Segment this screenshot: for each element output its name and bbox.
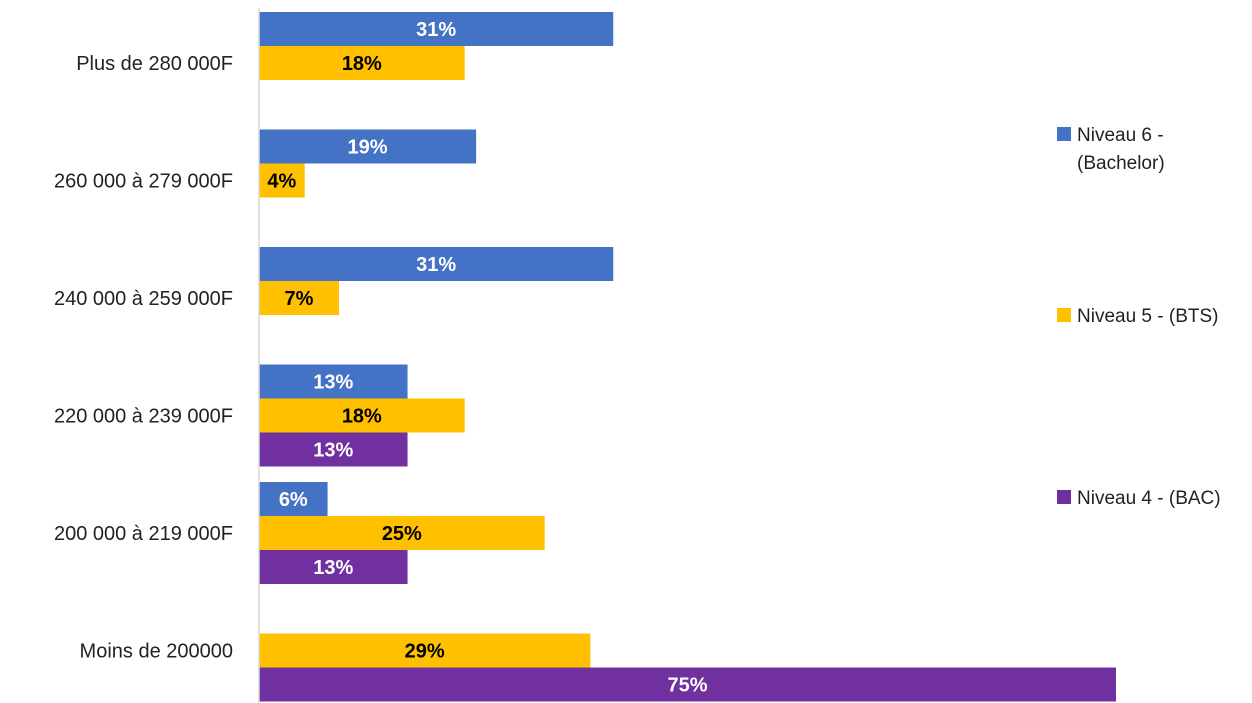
legend-label-niveau-4-bac: Niveau 4 - (BAC) — [1077, 488, 1221, 509]
bar-niveau-5-bts-200-000-a-219-000f — [259, 516, 545, 550]
bar-niveau-6-bachelor-200-000-a-219-000f — [259, 482, 328, 516]
legend-swatch-niveau-5-bts — [1057, 308, 1071, 322]
value-label-niveau-4-bac-moins-de-200000: 75% — [667, 675, 707, 697]
bar-niveau-4-bac-200-000-a-219-000f — [259, 550, 408, 584]
value-label-niveau-5-bts-240-000-a-259-000f: 7% — [285, 288, 314, 310]
bar-niveau-5-bts-220-000-a-239-000f — [259, 398, 465, 433]
legend-swatch-niveau-4-bac — [1057, 490, 1071, 504]
value-label-niveau-5-bts-260-000-a-279-000f: 4% — [267, 171, 296, 193]
legend-label-niveau-6-bachelor: Niveau 6 -(Bachelor) — [1077, 125, 1165, 174]
bar-niveau-5-bts-moins-de-200000 — [259, 633, 591, 668]
legend: Niveau 6 -(Bachelor) Niveau 5 - (BTS) Nive… — [1057, 125, 1221, 509]
bar-niveau-4-bac-220-000-a-239-000f — [259, 432, 408, 467]
value-label-niveau-5-bts-220-000-a-239-000f: 18% — [342, 406, 382, 428]
bar-niveau-5-bts-260-000-a-279-000f — [259, 163, 305, 198]
category-label-200-000-a-219-000f: 200 000 à 219 000F — [54, 523, 233, 545]
bar-niveau-5-bts-plus-de-280-000f — [259, 46, 465, 80]
value-label-niveau-5-bts-plus-de-280-000f: 18% — [342, 53, 382, 75]
category-labels: Plus de 280 000F 260 000 à 279 000F 240 00… — [54, 53, 233, 663]
bar-niveau-5-bts-240-000-a-259-000f — [259, 281, 339, 315]
category-label-moins-de-200000: Moins de 200000 — [80, 641, 233, 663]
value-label-niveau-5-bts-200-000-a-219-000f: 25% — [382, 523, 422, 545]
category-label-plus-de-280-000f: Plus de 280 000F — [76, 53, 233, 75]
bar-niveau-6-bachelor-240-000-a-259-000f — [259, 247, 614, 281]
value-label-niveau-4-bac-220-000-a-239-000f: 13% — [313, 440, 353, 462]
category-label-240-000-a-259-000f: 240 000 à 259 000F — [54, 288, 233, 310]
legend-label-niveau-5-bts: Niveau 5 - (BTS) — [1077, 306, 1218, 327]
bar-niveau-6-bachelor-260-000-a-279-000f — [259, 129, 477, 164]
legend-swatch-niveau-6-bachelor — [1057, 127, 1071, 141]
value-label-niveau-5-bts-moins-de-200000: 29% — [405, 641, 445, 663]
category-label-260-000-a-279-000f: 260 000 à 279 000F — [54, 171, 233, 193]
category-label-220-000-a-239-000f: 220 000 à 239 000F — [54, 406, 233, 428]
bar-niveau-6-bachelor-plus-de-280-000f — [259, 12, 614, 46]
value-label-niveau-4-bac-200-000-a-219-000f: 13% — [313, 557, 353, 579]
value-label-niveau-6-bachelor-200-000-a-219-000f: 6% — [279, 489, 308, 511]
value-label-niveau-6-bachelor-260-000-a-279-000f: 19% — [348, 137, 388, 159]
value-labels: 31% 18% 19% 4% 31% 7% 13% 18% 13% 6% 25% 13% 29% 75% — [267, 19, 707, 697]
value-label-niveau-6-bachelor-plus-de-280-000f: 31% — [416, 19, 456, 41]
value-label-niveau-6-bachelor-240-000-a-259-000f: 31% — [416, 254, 456, 276]
bar-niveau-4-bac-moins-de-200000 — [259, 667, 1116, 702]
bars — [259, 12, 1116, 702]
bar-niveau-6-bachelor-220-000-a-239-000f — [259, 364, 408, 399]
value-label-niveau-6-bachelor-220-000-a-239-000f: 13% — [313, 372, 353, 394]
